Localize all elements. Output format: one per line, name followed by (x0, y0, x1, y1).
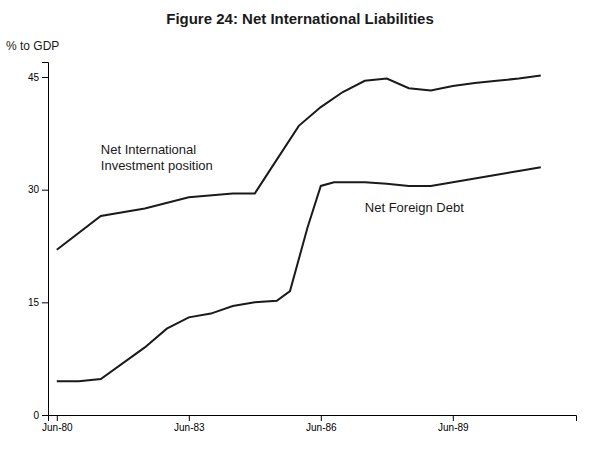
y-tick-label: 45 (28, 72, 40, 83)
y-tick-mark (42, 77, 48, 78)
y-tick: 15 (28, 297, 48, 308)
series-label-line: Net International (101, 142, 197, 157)
y-axis-title: % to GDP (6, 39, 59, 53)
x-tick-mark (453, 415, 454, 421)
x-axis-line (49, 416, 577, 422)
y-tick-mark (42, 190, 48, 191)
x-tick: Jun-89 (438, 415, 469, 433)
y-tick-mark (42, 415, 48, 416)
x-tick-mark (189, 415, 190, 421)
x-tick-label: Jun-89 (438, 422, 469, 433)
x-tick-mark (321, 415, 322, 421)
x-tick-label: Jun-86 (306, 422, 337, 433)
series-label-line: Investment position (101, 158, 213, 173)
lines (57, 76, 541, 382)
series-line (57, 76, 541, 250)
series-label-line: Net Foreign Debt (365, 200, 464, 215)
y-axis: 0 15 30 45 (28, 63, 49, 421)
x-tick: Jun-86 (306, 415, 337, 433)
title: Figure 24: Net International Liabilities (166, 10, 434, 27)
y-tick-label: 30 (28, 184, 40, 195)
x-tick-label: Jun-83 (174, 422, 205, 433)
x-tick: Jun-80 (42, 415, 73, 433)
y-tick: 30 (28, 184, 48, 195)
y-tick: 45 (28, 72, 48, 83)
series-label: Net Foreign Debt (365, 200, 464, 215)
x-tick-label: Jun-80 (42, 422, 73, 433)
chart: Figure 24: Net International Liabilities… (0, 0, 600, 451)
y-tick-label: 15 (28, 297, 40, 308)
x-axis: Jun-80 Jun-83 Jun-86 Jun-89 (42, 415, 576, 433)
y-tick: 0 (33, 410, 48, 421)
y-axis-line (42, 63, 49, 416)
y-tick-mark (42, 302, 48, 303)
x-tick-mark (57, 415, 58, 421)
series-line (57, 167, 541, 381)
y-tick-label: 0 (33, 410, 39, 421)
plot: % to GDP Jun-80 Jun-83 Jun-86 Jun-89 0 15 30 45 N… (6, 39, 577, 433)
series-label: Net InternationalInvestment position (101, 142, 213, 173)
x-tick: Jun-83 (174, 415, 205, 433)
